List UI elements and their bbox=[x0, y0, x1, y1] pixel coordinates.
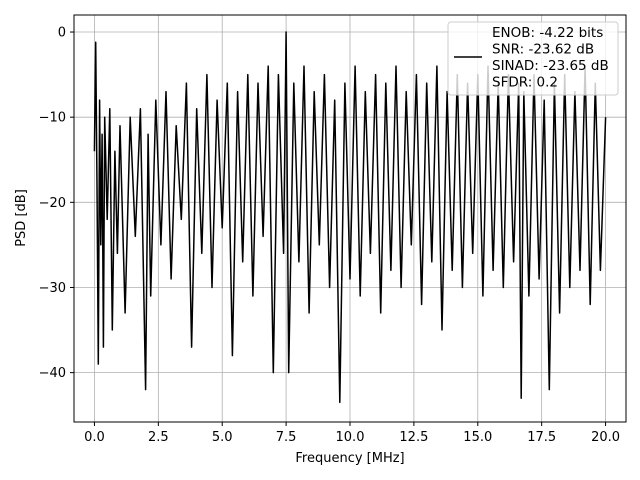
legend-label-line: SNR: -23.62 dB bbox=[492, 42, 594, 58]
x-tick-label: 20.0 bbox=[591, 430, 620, 445]
x-axis-ticks: 0.0 2.5 5.0 7.5 10.0 12.5 15.0 17.5 20.0 bbox=[84, 422, 620, 445]
x-tick-label: 2.5 bbox=[148, 430, 169, 445]
x-tick-label: 15.0 bbox=[463, 430, 492, 445]
y-axis-ticks: 0 −10 −20 −30 −40 bbox=[39, 26, 74, 381]
legend-label-line: SFDR: 0.2 bbox=[492, 75, 558, 91]
x-tick-label: 7.5 bbox=[276, 430, 297, 445]
y-axis-label: PSD [dB] bbox=[14, 189, 29, 247]
legend: ENOB: -4.22 bits SNR: -23.62 dB SINAD: -23… bbox=[447, 21, 619, 96]
y-tick-label: −20 bbox=[39, 196, 66, 211]
legend-label-line: ENOB: -4.22 bits bbox=[492, 25, 603, 41]
y-tick-label: −30 bbox=[39, 281, 66, 296]
x-tick-label: 17.5 bbox=[527, 430, 556, 445]
legend-label: ENOB: -4.22 bits SNR: -23.62 dB SINAD: -23… bbox=[492, 25, 609, 91]
legend-box bbox=[447, 21, 619, 96]
x-axis-label: Frequency [MHz] bbox=[295, 451, 404, 466]
plot-area bbox=[93, 31, 607, 404]
x-tick-label: 0.0 bbox=[84, 430, 105, 445]
x-tick-label: 12.5 bbox=[399, 430, 428, 445]
x-tick-label: 5.0 bbox=[212, 430, 233, 445]
y-tick-label: −40 bbox=[39, 366, 66, 381]
x-tick-label: 10.0 bbox=[336, 430, 365, 445]
y-tick-label: −10 bbox=[39, 111, 66, 126]
legend-label-line: SINAD: -23.65 dB bbox=[492, 58, 609, 74]
psd-series-line bbox=[93, 31, 607, 404]
y-tick-label: 0 bbox=[58, 26, 66, 41]
